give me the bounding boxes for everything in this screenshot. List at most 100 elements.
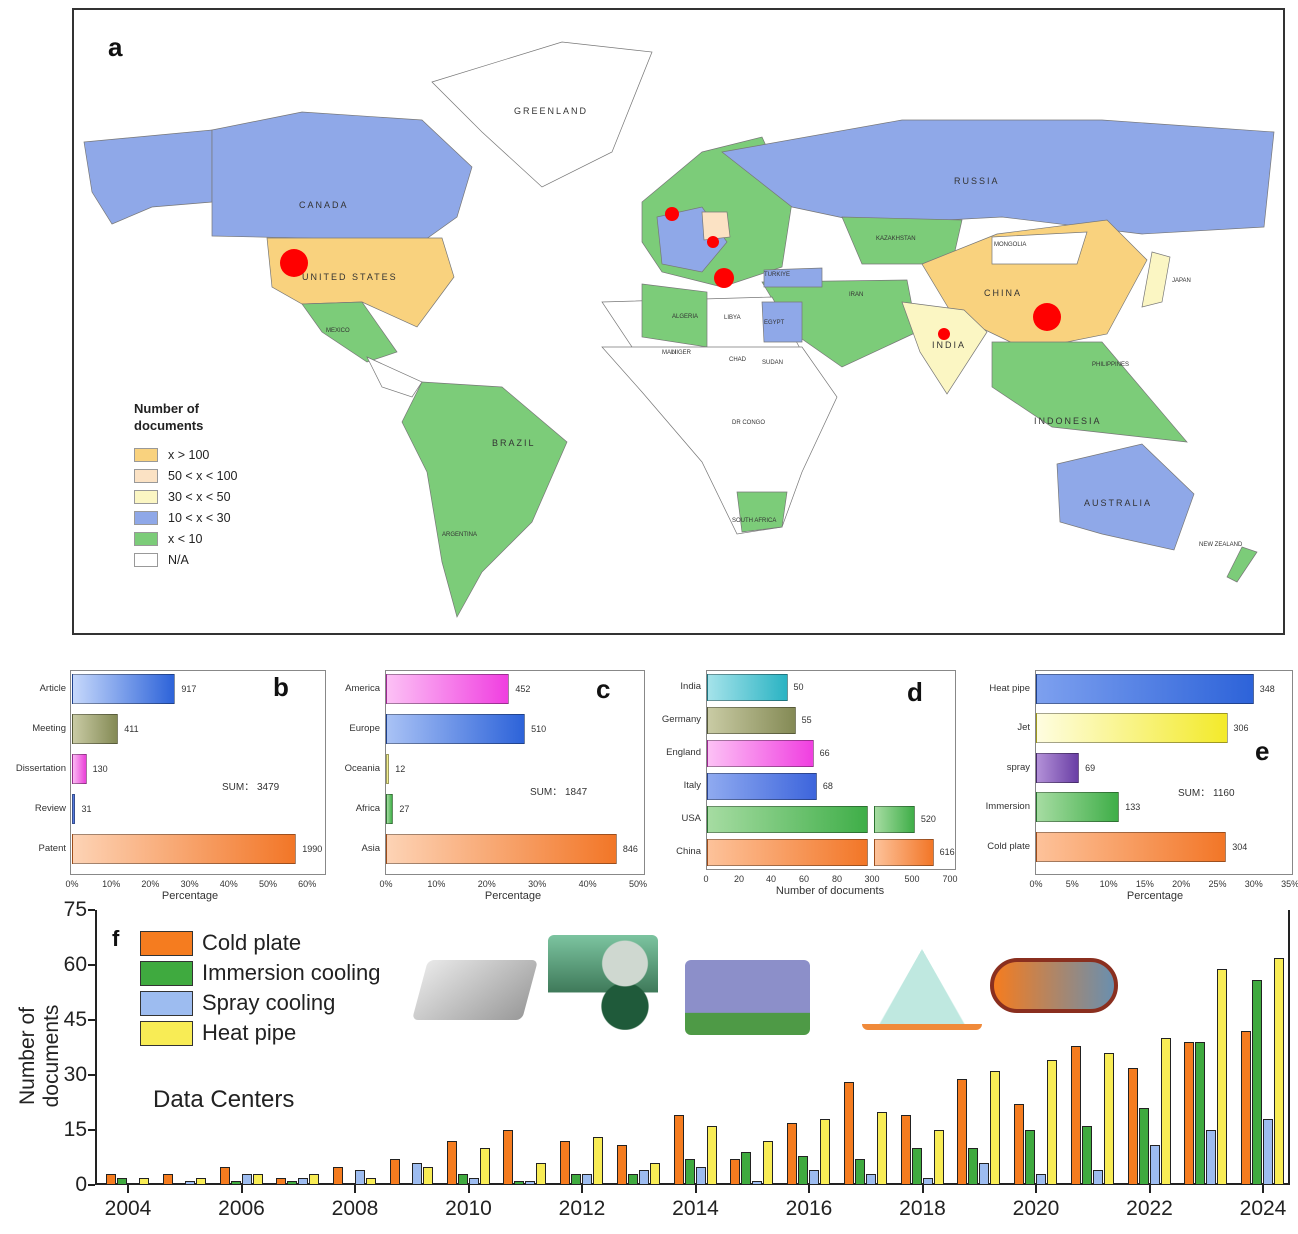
bar-value-label: 50 [793, 682, 804, 692]
map-label: AUSTRALIA [1084, 498, 1153, 508]
map-legend-item: 10 < x < 30 [134, 511, 231, 525]
bar-value-label: 130 [92, 764, 108, 774]
map-label: MONGOLIA [994, 242, 1027, 248]
marker-england [665, 207, 679, 221]
legend-swatch [134, 511, 158, 525]
panel-letter-d: d [907, 677, 923, 707]
legend-swatch [134, 469, 158, 483]
x-tick-mark [1148, 1185, 1151, 1193]
map-label: CHINA [984, 288, 1023, 298]
bar-usa [707, 805, 868, 833]
bar-germany [707, 706, 796, 734]
map-label: NIGER [672, 350, 692, 356]
bar-patent [72, 834, 297, 864]
map-label: ARGENTINA [442, 532, 478, 538]
sum-label: SUM： 1847 [530, 787, 588, 798]
x-tick-label: 2024 [1239, 1197, 1287, 1220]
bar-category-label: Meeting [32, 723, 66, 734]
x-tick-label: 40 [765, 874, 777, 884]
bar-heat-pipe-2004 [139, 1177, 149, 1185]
map-label: BRAZIL [492, 438, 536, 448]
bar-spray-cooling-2019 [979, 1163, 990, 1185]
legend-label: 50 < x < 100 [168, 469, 238, 483]
legend-label: 10 < x < 30 [168, 511, 231, 525]
chart-title: Data Centers [153, 1086, 295, 1113]
bar-spray-cooling-2013 [638, 1170, 649, 1185]
legend-label: Immersion cooling [202, 960, 381, 985]
x-tick-label: 10% [102, 879, 121, 889]
bar-spray-cooling-2024 [1263, 1119, 1273, 1185]
legend-swatch [134, 490, 158, 504]
x-tick-label: 10% [1099, 879, 1118, 889]
x-tick-label: 2014 [672, 1197, 719, 1220]
legend-swatch [134, 553, 158, 567]
world-map: a GREENLAND CANADA UNITED STATES RUSSIA CHIN… [72, 8, 1285, 635]
bar-heat-pipe-2013 [649, 1163, 660, 1185]
bar-value-label: 520 [920, 814, 936, 824]
map-label: UNITED STATES [302, 272, 398, 282]
heat-pipe-illustration [990, 958, 1118, 1013]
bar-heat-pipe-2007 [309, 1174, 320, 1185]
x-tick-label: 2008 [331, 1197, 379, 1220]
bar-spray-cooling-2010 [468, 1177, 479, 1185]
bar-oceania [386, 754, 390, 784]
bar-immersion-cooling-2013 [627, 1174, 638, 1185]
bar-value-label: 55 [801, 715, 812, 725]
map-legend-item: 30 < x < 50 [134, 490, 231, 504]
bar-immersion-cooling-2018 [911, 1148, 922, 1185]
cold-plate-illustration [411, 960, 539, 1020]
y-tick-mark [88, 1074, 95, 1076]
x-axis-label: Percentage [1126, 890, 1184, 902]
bar-heat-pipe-2018 [933, 1130, 944, 1185]
bar-cold-plate-2019 [957, 1078, 968, 1185]
panel-letter-e: e [1255, 736, 1270, 766]
x-tick-label: 2010 [445, 1197, 492, 1220]
y-tick-label: 15 [63, 1118, 87, 1141]
bar-immersion-cooling-2014 [684, 1159, 695, 1185]
bar-spray-cooling-2020 [1036, 1174, 1046, 1185]
x-tick-label: 15% [1135, 879, 1154, 889]
bar-spray-cooling-2009 [411, 1163, 422, 1185]
bar-value-label: 27 [399, 804, 410, 814]
x-tick-mark [694, 1185, 697, 1193]
x-tick-mark [808, 1185, 810, 1193]
x-tick-label: 700 [942, 874, 958, 884]
bar-category-label: England [666, 747, 701, 758]
bar-value-label: 31 [81, 804, 92, 814]
x-tick-label: 0% [65, 879, 79, 889]
bar-article [72, 674, 176, 704]
y-tick-mark [88, 964, 95, 966]
bar-spray-cooling-2006 [241, 1174, 252, 1185]
bar-spray-cooling-2022 [1149, 1144, 1160, 1185]
map-label: KAZAKHSTAN [876, 236, 916, 242]
x-tick-label: 50% [258, 879, 278, 889]
legend-swatch [140, 960, 193, 986]
marker-italy [714, 268, 734, 288]
bar-cold-plate-2012 [560, 1141, 570, 1185]
bar-value-label: 917 [181, 684, 197, 694]
map-label: IRAN [849, 292, 864, 298]
bar-europe [386, 714, 526, 744]
x-tick-label: 10% [427, 879, 446, 889]
region-germany [701, 211, 731, 241]
bar-cold-plate-2013 [616, 1144, 627, 1185]
x-tick-label: 2004 [104, 1197, 152, 1220]
bar-category-label: Review [34, 803, 66, 814]
bar-heat-pipe-2009 [422, 1166, 433, 1185]
legend-item: Cold plate [140, 930, 301, 956]
x-tick-label: 20% [141, 879, 160, 889]
bar-category-label: America [345, 683, 380, 694]
bar-immersion-cooling-2024 [1252, 979, 1262, 1185]
bar-cold-plate-2015 [730, 1159, 741, 1185]
bar-value-label: 306 [1233, 723, 1249, 733]
bar-value-label: 133 [1125, 802, 1141, 812]
bar-heat-pipe-2012 [593, 1137, 603, 1185]
y-tick-label: 45 [63, 1008, 87, 1031]
bar-spray-cooling-2007 [298, 1177, 309, 1185]
bar-cold-plate-2021 [1070, 1045, 1081, 1185]
map-legend-item: x > 100 [134, 448, 209, 462]
map-label: MALI [662, 350, 677, 356]
bar-cold-plate [1036, 832, 1227, 862]
bar-category-label: Africa [355, 803, 380, 814]
bar-heat-pipe-2016 [820, 1119, 830, 1185]
